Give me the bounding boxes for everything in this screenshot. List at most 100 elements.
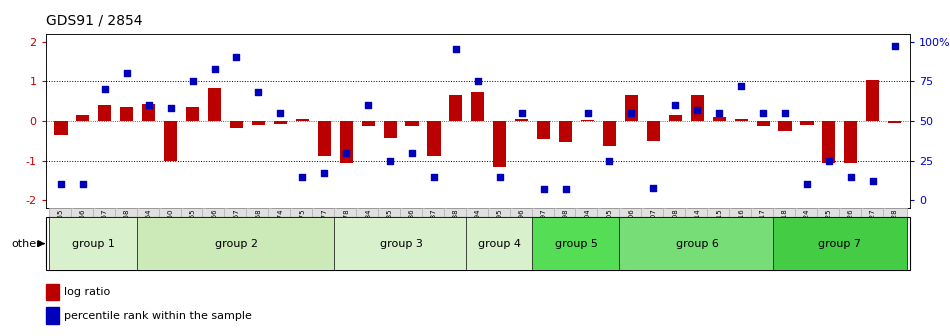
Text: GSM1626: GSM1626: [847, 208, 854, 242]
Bar: [428, 121, 441, 156]
FancyBboxPatch shape: [509, 208, 534, 217]
Point: [207, 66, 222, 71]
Text: group 7: group 7: [818, 239, 862, 249]
Text: GSM1578: GSM1578: [343, 208, 350, 242]
FancyBboxPatch shape: [795, 208, 819, 217]
FancyBboxPatch shape: [707, 208, 732, 217]
Point: [75, 182, 90, 187]
Bar: [647, 121, 660, 141]
Text: GSM1606: GSM1606: [629, 208, 635, 242]
Point: [844, 174, 859, 179]
Text: group 2: group 2: [215, 239, 258, 249]
Point: [865, 179, 881, 184]
FancyBboxPatch shape: [246, 208, 271, 217]
Text: percentile rank within the sample: percentile rank within the sample: [64, 310, 252, 321]
Point: [624, 110, 639, 116]
Bar: [98, 105, 111, 121]
Text: GSM1564: GSM1564: [145, 208, 152, 242]
Text: GSM1577: GSM1577: [321, 208, 327, 242]
Bar: [46, 284, 59, 300]
Bar: [801, 121, 813, 125]
Text: GSM1596: GSM1596: [519, 208, 524, 242]
Point: [316, 171, 332, 176]
Bar: [295, 119, 309, 121]
FancyBboxPatch shape: [334, 217, 468, 270]
Text: GSM1625: GSM1625: [826, 208, 832, 242]
Text: GSM1585: GSM1585: [387, 208, 393, 242]
Text: GSM1614: GSM1614: [694, 208, 700, 242]
Bar: [46, 307, 59, 324]
Bar: [734, 119, 748, 121]
Text: GSM1607: GSM1607: [651, 208, 656, 242]
Bar: [493, 121, 506, 167]
FancyBboxPatch shape: [291, 208, 314, 217]
Bar: [471, 92, 484, 121]
FancyBboxPatch shape: [159, 208, 182, 217]
Point: [470, 79, 485, 84]
Point: [755, 110, 770, 116]
Text: group 6: group 6: [675, 239, 719, 249]
Point: [427, 174, 442, 179]
FancyBboxPatch shape: [729, 208, 753, 217]
FancyBboxPatch shape: [576, 208, 599, 217]
Text: GSM1595: GSM1595: [497, 208, 503, 242]
Bar: [823, 121, 835, 163]
Point: [251, 90, 266, 95]
Point: [185, 79, 200, 84]
FancyBboxPatch shape: [48, 217, 139, 270]
FancyBboxPatch shape: [268, 208, 293, 217]
Point: [668, 102, 683, 108]
Bar: [691, 95, 704, 121]
Text: GSM1587: GSM1587: [431, 208, 437, 242]
Bar: [625, 95, 638, 121]
Bar: [164, 121, 178, 161]
Text: GSM1568: GSM1568: [256, 208, 261, 242]
FancyBboxPatch shape: [554, 208, 578, 217]
FancyBboxPatch shape: [839, 208, 863, 217]
Bar: [515, 119, 528, 121]
Bar: [669, 115, 682, 121]
Bar: [406, 121, 419, 126]
FancyBboxPatch shape: [773, 208, 797, 217]
Bar: [230, 121, 243, 128]
FancyBboxPatch shape: [137, 217, 336, 270]
Point: [448, 47, 464, 52]
Bar: [76, 115, 89, 121]
Text: GSM1550: GSM1550: [167, 208, 174, 242]
FancyBboxPatch shape: [466, 208, 490, 217]
Point: [646, 185, 661, 191]
Bar: [339, 121, 352, 163]
FancyBboxPatch shape: [641, 208, 665, 217]
Text: GSM1556: GSM1556: [80, 208, 86, 242]
Bar: [252, 121, 265, 125]
Text: GSM1618: GSM1618: [782, 208, 788, 242]
FancyBboxPatch shape: [619, 217, 775, 270]
Point: [142, 102, 157, 108]
Point: [405, 150, 420, 156]
Point: [514, 110, 529, 116]
FancyBboxPatch shape: [773, 217, 907, 270]
Text: GSM1575: GSM1575: [299, 208, 305, 242]
Bar: [888, 121, 902, 123]
FancyBboxPatch shape: [817, 208, 841, 217]
Point: [558, 186, 573, 192]
Text: GSM1565: GSM1565: [190, 208, 196, 242]
FancyBboxPatch shape: [137, 208, 161, 217]
FancyBboxPatch shape: [180, 208, 204, 217]
Text: GSM1558: GSM1558: [124, 208, 130, 242]
Text: group 4: group 4: [478, 239, 522, 249]
Text: GSM1598: GSM1598: [562, 208, 569, 242]
Text: group 1: group 1: [72, 239, 115, 249]
Text: GSM1624: GSM1624: [804, 208, 810, 242]
Text: log ratio: log ratio: [64, 287, 110, 297]
Bar: [208, 88, 221, 121]
Bar: [317, 121, 331, 156]
Bar: [712, 117, 726, 121]
Point: [229, 55, 244, 60]
Point: [383, 158, 398, 163]
Bar: [274, 121, 287, 124]
FancyBboxPatch shape: [224, 208, 249, 217]
Text: GSM1574: GSM1574: [277, 208, 283, 242]
FancyBboxPatch shape: [598, 208, 621, 217]
Text: GSM1566: GSM1566: [212, 208, 218, 242]
